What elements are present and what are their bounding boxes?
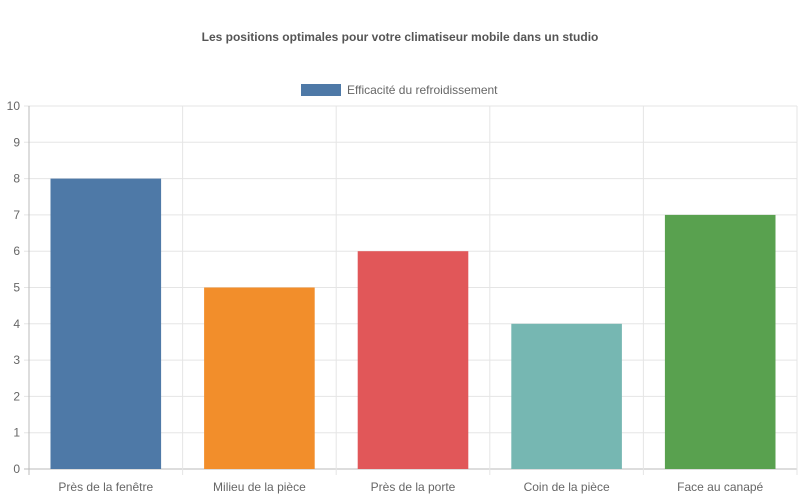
y-tick-label: 0	[13, 462, 20, 476]
x-tick-label: Près de la porte	[371, 480, 456, 494]
y-tick-label: 2	[13, 389, 20, 403]
chart-title: Les positions optimales pour votre clima…	[202, 30, 599, 44]
bar[interactable]	[357, 251, 469, 469]
y-tick-label: 9	[13, 135, 20, 149]
x-tick-label: Milieu de la pièce	[213, 480, 306, 494]
bar[interactable]	[664, 214, 776, 469]
x-tick-label: Coin de la pièce	[524, 480, 610, 494]
y-tick-label: 8	[13, 172, 20, 186]
legend[interactable]: Efficacité du refroidissement	[301, 83, 498, 97]
legend-label: Efficacité du refroidissement	[347, 83, 498, 97]
y-tick-label: 6	[13, 244, 20, 258]
x-tick-label: Face au canapé	[677, 480, 763, 494]
y-tick-label: 10	[7, 99, 21, 113]
x-tick-label: Près de la fenêtre	[58, 480, 153, 494]
y-tick-label: 4	[13, 317, 20, 331]
legend-swatch	[301, 84, 341, 96]
x-axis-labels: Près de la fenêtre Milieu de la pièce Près…	[58, 480, 763, 494]
bar[interactable]	[204, 287, 315, 470]
y-tick-label: 3	[13, 353, 20, 367]
bar[interactable]	[50, 178, 162, 469]
y-tick-label: 1	[13, 426, 20, 440]
bar[interactable]	[511, 323, 622, 469]
y-tick-label: 5	[13, 281, 20, 295]
y-axis-labels: 0 1 2 3 4 5 6 7 8 9 10	[7, 99, 21, 476]
y-tick-label: 7	[13, 208, 20, 222]
bars	[50, 178, 776, 470]
